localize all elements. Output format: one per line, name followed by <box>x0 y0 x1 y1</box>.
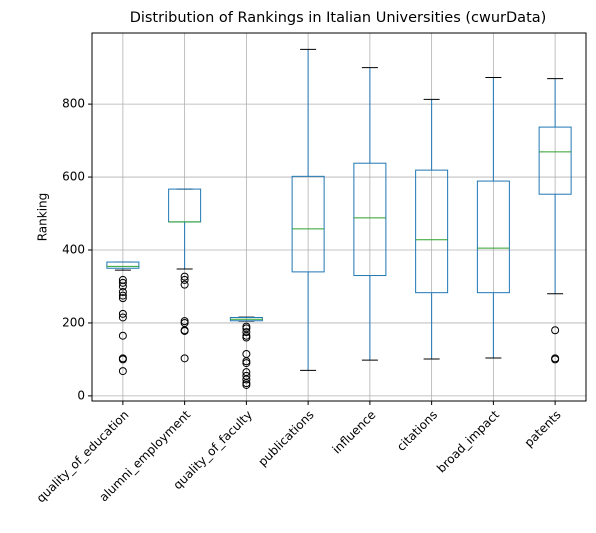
box <box>538 126 572 195</box>
x-tick-label: citations <box>394 408 440 454</box>
box <box>476 180 510 294</box>
outlier <box>242 359 251 368</box>
x-tick-label: publications <box>255 408 316 469</box>
outlier <box>118 282 127 291</box>
chart-title: Distribution of Rankings in Italian Univ… <box>130 10 547 26</box>
outlier <box>242 380 251 389</box>
outlier <box>242 328 251 337</box>
x-tick-label: influence <box>330 408 379 457</box>
y-tick-label: 600 <box>62 170 85 184</box>
outlier <box>242 375 251 384</box>
box <box>291 175 325 273</box>
y-tick-label: 800 <box>62 97 85 111</box>
outlier <box>180 280 189 289</box>
box <box>353 162 387 277</box>
outlier <box>118 309 127 318</box>
outlier <box>180 272 189 281</box>
outlier <box>180 275 189 284</box>
plot-frame <box>91 32 587 402</box>
box <box>106 261 140 269</box>
y-tick-label: 400 <box>62 243 85 257</box>
y-tick-label: 200 <box>62 315 85 329</box>
outlier <box>118 355 127 364</box>
outlier <box>242 333 251 342</box>
outlier <box>551 326 560 335</box>
outlier <box>118 367 127 376</box>
y-axis-label: Ranking <box>36 193 50 242</box>
outlier <box>118 313 127 322</box>
outlier <box>118 278 127 287</box>
box <box>415 169 449 294</box>
outlier <box>118 287 127 296</box>
outlier <box>118 291 127 300</box>
outlier <box>118 331 127 340</box>
outlier <box>118 294 127 303</box>
y-tick-label: 0 <box>77 388 85 402</box>
outlier <box>180 354 189 363</box>
x-tick-label: patents <box>522 408 564 450</box>
outlier <box>180 326 189 335</box>
x-tick-label: broad_impact <box>434 407 502 475</box>
outlier <box>551 355 560 364</box>
